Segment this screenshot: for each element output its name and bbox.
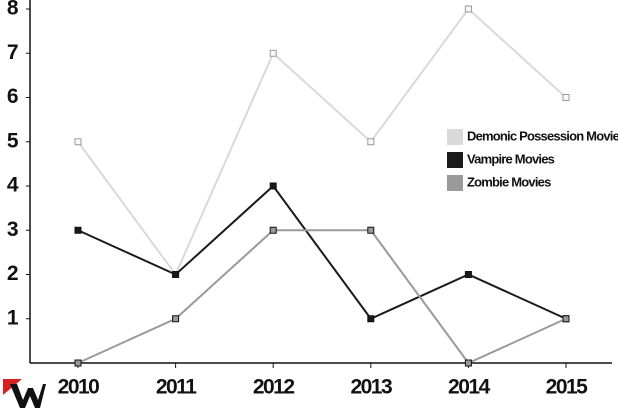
x-tick-label: 2013	[350, 376, 392, 399]
point-marker	[367, 138, 375, 146]
point-marker	[74, 359, 82, 367]
x-tick-label: 2010	[58, 376, 100, 399]
x-tick-label: 2015	[546, 376, 589, 399]
point-marker	[172, 315, 180, 323]
x-tick-label: 2012	[253, 376, 295, 399]
point-marker	[269, 182, 277, 190]
y-tick-label: 6	[7, 85, 18, 108]
legend-swatch	[447, 129, 463, 145]
series-line	[77, 7, 567, 277]
point-marker	[464, 5, 472, 13]
y-tick-label: 7	[7, 41, 18, 64]
series-line	[77, 184, 567, 320]
y-tick-label: 3	[7, 218, 18, 241]
point-marker	[74, 138, 82, 146]
x-tick-label: 2011	[156, 376, 197, 399]
y-tick-label: 4	[7, 174, 19, 197]
legend-label: Demonic Possession Movies	[467, 128, 618, 143]
y-tick-label: 8	[7, 0, 19, 20]
legend-swatch	[447, 152, 463, 168]
logo	[3, 379, 46, 408]
point-marker	[172, 271, 180, 278]
y-tick-label: 5	[7, 129, 19, 152]
legend-label: Vampire Movies	[467, 151, 555, 166]
series-line	[77, 229, 567, 365]
point-marker	[464, 271, 472, 278]
y-tick-label: 1	[7, 306, 19, 329]
legend-label: Zombie Movies	[467, 174, 551, 189]
point-marker	[269, 49, 277, 57]
x-tick-label: 2014	[448, 376, 491, 399]
point-marker	[367, 315, 375, 323]
point-marker	[464, 359, 472, 367]
point-marker	[367, 226, 375, 234]
point-marker	[562, 94, 570, 101]
point-marker	[562, 315, 570, 323]
point-marker	[74, 226, 82, 234]
y-tick-label: 2	[7, 262, 18, 285]
point-marker	[269, 226, 277, 234]
legend-swatch	[447, 175, 463, 191]
